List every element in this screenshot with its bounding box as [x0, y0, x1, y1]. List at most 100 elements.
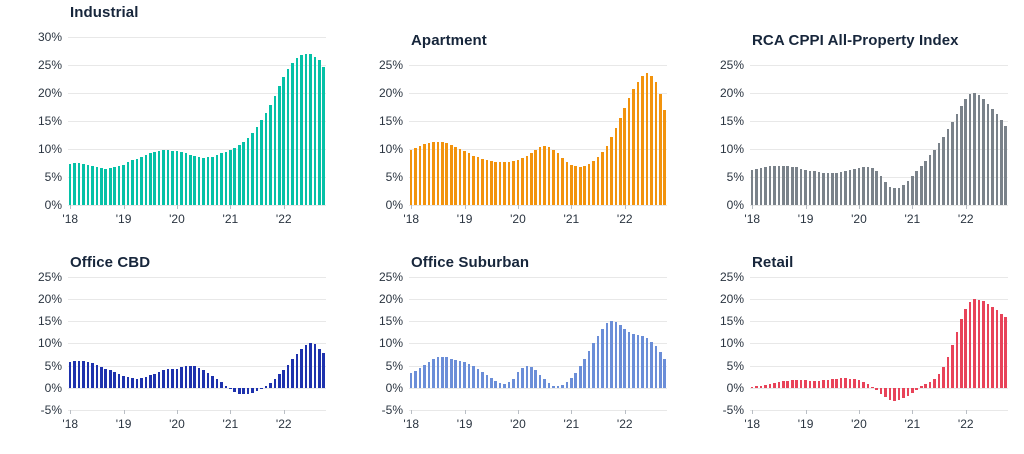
- chart-apartment: Apartment 0% 5% 10% 15% 20% 25% '18 '19 '20 '21 '2…: [341, 0, 682, 230]
- bar: [463, 361, 466, 388]
- bar: [1000, 313, 1003, 388]
- bar: [636, 81, 640, 205]
- bar: [220, 382, 223, 388]
- bar: [933, 149, 936, 205]
- bar: [503, 162, 506, 205]
- bar: [547, 147, 551, 205]
- gridline: [68, 205, 326, 206]
- bar: [224, 385, 228, 388]
- bar: [933, 378, 936, 388]
- bar: [768, 166, 772, 205]
- bar: [884, 182, 887, 205]
- gridline: [68, 149, 326, 150]
- bar: [799, 380, 803, 388]
- bar: [86, 164, 90, 205]
- bar: [959, 105, 963, 205]
- y-tick-label: 20%: [719, 291, 744, 306]
- bar: [587, 164, 591, 205]
- bar: [318, 59, 321, 205]
- bar: [968, 94, 972, 205]
- y-tick-label: 10%: [719, 336, 744, 351]
- bar: [295, 354, 299, 388]
- bar: [166, 369, 170, 388]
- bar: [839, 378, 843, 388]
- gridline: [68, 343, 326, 345]
- y-tick-label: -5%: [722, 403, 744, 417]
- y-tick-label: 10%: [37, 336, 62, 351]
- bar: [180, 367, 183, 388]
- bar: [246, 387, 250, 394]
- bar: [587, 351, 591, 388]
- chart-office-suburban: Office Suburban -5% 0% 5% 10% 15% 20% 25% '18 '1…: [341, 230, 682, 454]
- x-tick-mark: [624, 410, 626, 414]
- x-tick-mark: [123, 410, 125, 414]
- gridline: [750, 387, 1008, 389]
- x-tick-mark: [752, 205, 754, 209]
- x-tick-mark: [70, 410, 72, 414]
- bar: [73, 163, 76, 205]
- bar: [77, 163, 81, 205]
- bar: [432, 141, 435, 205]
- x-tick-mark: [965, 205, 967, 209]
- bar: [964, 98, 967, 205]
- y-tick-label: 25%: [378, 58, 403, 72]
- bar: [777, 381, 781, 388]
- bar: [964, 308, 967, 388]
- x-tick-mark: [912, 205, 914, 209]
- x-tick-mark: [464, 410, 466, 414]
- gridline: [750, 205, 1008, 206]
- bar: [95, 365, 99, 388]
- x-tick-label: '22: [957, 212, 974, 226]
- gridline: [750, 276, 1008, 278]
- x-tick-label: '18: [62, 417, 79, 431]
- bar: [848, 378, 852, 388]
- bar: [68, 163, 72, 205]
- bar: [309, 54, 312, 205]
- bar: [839, 171, 843, 205]
- bar: [826, 173, 830, 205]
- bar: [454, 146, 457, 205]
- bar: [871, 386, 874, 388]
- bar: [189, 365, 192, 388]
- bar: [654, 82, 658, 205]
- bar: [663, 110, 667, 205]
- bar: [750, 386, 754, 388]
- gridline: [750, 343, 1008, 345]
- bar: [449, 358, 453, 388]
- bar: [162, 369, 165, 388]
- y-tick-label: 0%: [726, 198, 744, 212]
- bar: [853, 379, 856, 388]
- bar: [614, 322, 618, 388]
- bar: [322, 66, 326, 205]
- bar: [255, 387, 259, 391]
- bar: [795, 167, 798, 205]
- bar: [206, 373, 210, 388]
- bar: [813, 171, 816, 205]
- bar: [489, 378, 493, 388]
- x-tick-mark: [283, 410, 285, 414]
- y-tick-label: 20%: [37, 86, 62, 100]
- bar: [521, 157, 524, 205]
- bar: [224, 151, 228, 205]
- x-tick-mark: [965, 410, 967, 414]
- bar: [601, 328, 604, 388]
- bar: [104, 368, 108, 388]
- bar: [534, 370, 538, 388]
- bar: [436, 141, 440, 205]
- bar: [304, 345, 308, 388]
- bar: [291, 359, 294, 388]
- bar: [432, 359, 435, 388]
- x-tick-mark: [176, 205, 178, 209]
- bar: [197, 368, 201, 388]
- bar: [202, 370, 205, 388]
- bar: [476, 368, 480, 388]
- bar: [251, 387, 254, 393]
- y-tick-label: 25%: [37, 269, 62, 284]
- bar: [786, 380, 790, 388]
- bar: [427, 142, 431, 205]
- y-tick-label: 5%: [44, 358, 62, 373]
- bar: [570, 164, 573, 205]
- bar: [467, 363, 471, 388]
- bar: [202, 157, 205, 205]
- bar: [454, 360, 457, 388]
